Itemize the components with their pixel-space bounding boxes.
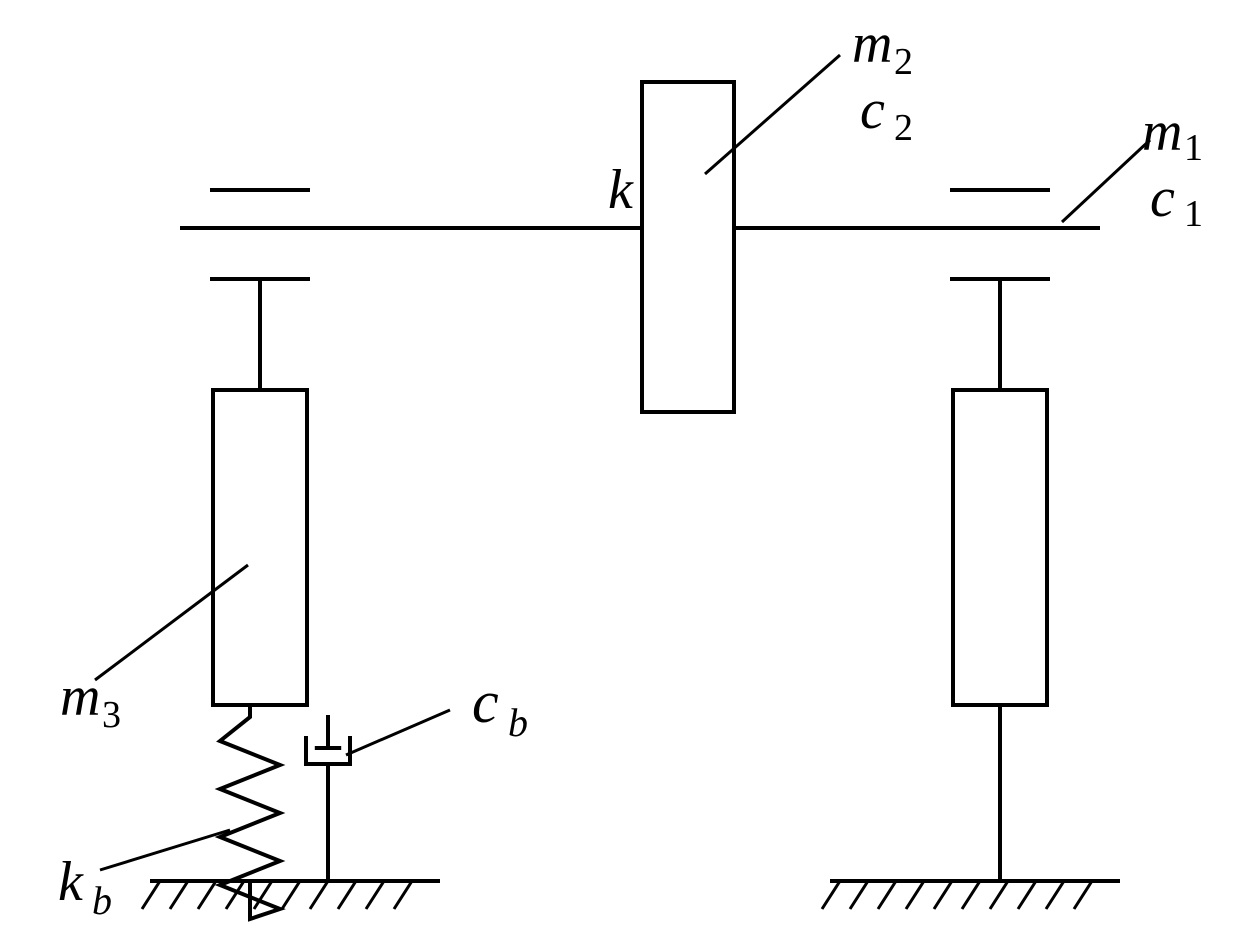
leader-cb	[346, 710, 450, 755]
mechanics-diagram: k m2c2 m1c1 m3 cb kb	[0, 0, 1240, 937]
ground-right-hatch	[878, 881, 896, 909]
ground-left-hatch	[198, 881, 216, 909]
ground-left-hatch	[170, 881, 188, 909]
ground-right-hatch	[850, 881, 868, 909]
ground-left-hatch	[366, 881, 384, 909]
label-kb: kb	[58, 851, 112, 923]
label-m2: m2	[852, 13, 913, 83]
right-block	[953, 390, 1047, 705]
label-m3: m3	[60, 666, 121, 736]
ground-right-hatch	[934, 881, 952, 909]
ground-right-hatch	[1046, 881, 1064, 909]
label-m1: m1	[1142, 101, 1203, 169]
ground-right-hatch	[962, 881, 980, 909]
ground-right-hatch	[990, 881, 1008, 909]
ground-right-hatch	[822, 881, 840, 909]
center-mass	[642, 82, 734, 412]
ground-left-hatch	[338, 881, 356, 909]
leader-kb	[100, 830, 230, 870]
ground-right-hatch	[1074, 881, 1092, 909]
left-block	[213, 390, 307, 705]
ground-right-hatch	[1018, 881, 1036, 909]
spring	[220, 705, 280, 919]
ground-left-hatch	[142, 881, 160, 909]
label-c1: c1	[1150, 167, 1203, 235]
ground-right-hatch	[906, 881, 924, 909]
leader-m1	[1062, 140, 1150, 222]
label-cb: cb	[472, 669, 528, 745]
ground-left-hatch	[310, 881, 328, 909]
ground-left-hatch	[282, 881, 300, 909]
label-k: k	[608, 159, 634, 221]
label-c2: c2	[860, 79, 913, 149]
ground-left-hatch	[394, 881, 412, 909]
